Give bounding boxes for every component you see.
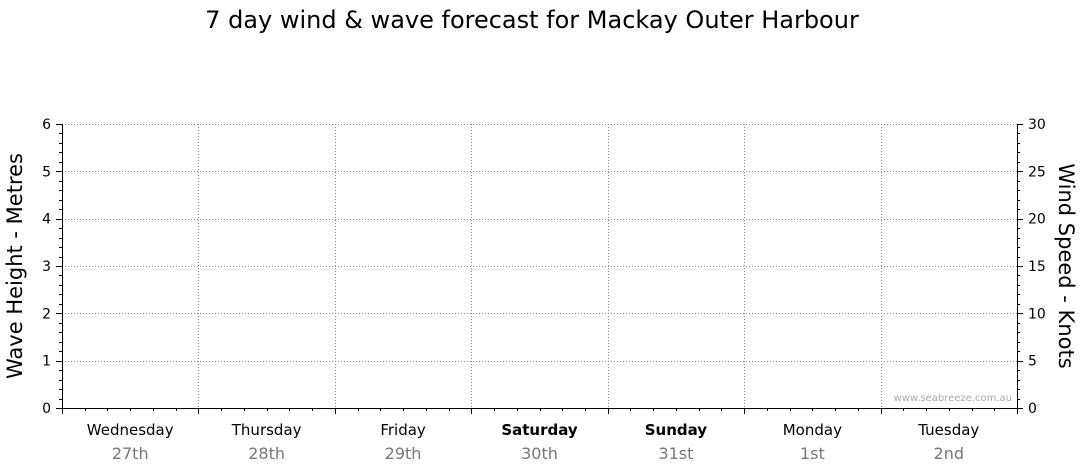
left-tick-label: 0	[42, 401, 51, 417]
right-tick-label: 10	[1028, 306, 1046, 322]
left-tick-label: 3	[42, 259, 51, 275]
right-tick-label: 30	[1028, 117, 1046, 133]
day-name-label: Friday	[380, 421, 426, 439]
right-tick-label: 5	[1028, 354, 1037, 370]
left-tick-label: 1	[42, 354, 51, 370]
axes	[62, 124, 1018, 414]
left-tick-label: 2	[42, 306, 51, 322]
right-axis-ticks: 0 5 10 15 20 25 30	[1017, 117, 1046, 417]
day-name-label: Tuesday	[917, 421, 979, 439]
day-name-label: Thursday	[231, 421, 302, 439]
watermark: www.seabreeze.com.au	[894, 393, 1012, 404]
right-axis-title: Wind Speed - Knots	[1054, 163, 1078, 368]
day-date-label: 28th	[248, 444, 285, 463]
day-name-label: Monday	[783, 421, 842, 439]
right-tick-label: 15	[1028, 259, 1046, 275]
day-name-label: Wednesday	[87, 421, 174, 439]
day-date-label: 31st	[658, 444, 693, 463]
right-tick-label: 25	[1028, 164, 1046, 180]
grid	[62, 124, 1017, 408]
left-tick-label: 6	[42, 117, 51, 133]
right-tick-label: 20	[1028, 212, 1046, 228]
day-labels: Wednesday 27th Thursday 28th Friday 29th Satur…	[87, 421, 980, 463]
right-tick-label: 0	[1028, 401, 1037, 417]
day-date-label: 30th	[521, 444, 558, 463]
day-date-label: 27th	[112, 444, 149, 463]
day-date-label: 29th	[385, 444, 422, 463]
day-date-label: 1st	[800, 444, 825, 463]
left-tick-label: 4	[42, 212, 51, 228]
day-name-label: Saturday	[501, 421, 578, 439]
chart-title: 7 day wind & wave forecast for Mackay Ou…	[205, 6, 859, 34]
day-date-label: 2nd	[934, 444, 964, 463]
day-name-label: Sunday	[645, 421, 708, 439]
left-tick-label: 5	[42, 164, 51, 180]
left-axis-title: Wave Height - Metres	[3, 153, 27, 379]
left-axis-ticks: 0 1 2 3 4 5 6	[42, 117, 62, 417]
